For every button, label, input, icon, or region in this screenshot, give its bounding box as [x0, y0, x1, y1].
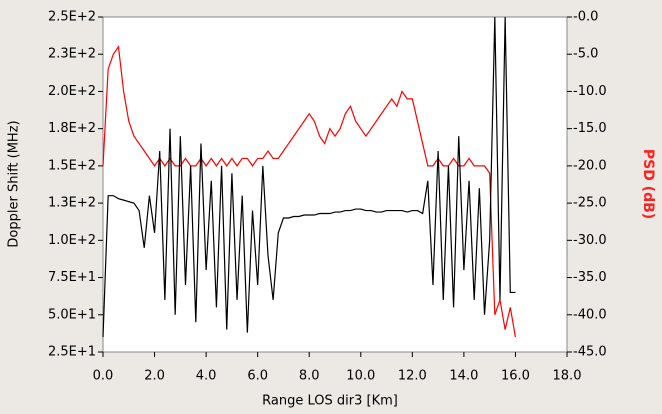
x-tick-label: 4.0 — [196, 369, 217, 384]
y-tick-label: 1.0E+2 — [48, 233, 96, 248]
y-tick-label: 1.5E+2 — [48, 158, 96, 173]
x-tick-label: 16.0 — [501, 369, 530, 384]
y-tick-label: 2.3E+2 — [48, 47, 96, 62]
y2-tick-label: -25.0 — [573, 196, 607, 211]
y2-tick-label: -0.0 — [573, 10, 598, 25]
data-line — [102, 45, 517, 338]
y2-tick-label: -20.0 — [573, 158, 607, 173]
data-line — [102, 16, 516, 338]
x-tick-label: 18.0 — [553, 369, 582, 384]
y-tick-label: 5.0E+1 — [48, 307, 96, 322]
x-tick-label: 0.0 — [93, 369, 114, 384]
y-tick-label: 2.5E+2 — [48, 10, 96, 25]
y2-tick-label: -30.0 — [573, 233, 607, 248]
x-tick-label: 2.0 — [144, 369, 165, 384]
y2-axis-label: PSD (dB) — [640, 149, 656, 219]
y2-tick-label: -35.0 — [573, 270, 607, 285]
y-tick-label: 2.5E+1 — [48, 345, 96, 360]
y2-tick-label: -45.0 — [573, 345, 607, 360]
x-axis-label: Range LOS dir3 [Km] — [262, 394, 398, 409]
y-tick-label: 2.0E+2 — [48, 84, 96, 99]
x-tick-label: 14.0 — [449, 369, 478, 384]
y-axis-label: Doppler Shift (MHz) — [7, 120, 22, 247]
x-tick-label: 12.0 — [398, 369, 427, 384]
y-tick-label: 1.8E+2 — [48, 121, 96, 136]
y2-tick-label: -40.0 — [573, 307, 607, 322]
x-tick-label: 8.0 — [299, 369, 320, 384]
y2-tick-label: -10.0 — [573, 84, 607, 99]
y2-tick-label: -15.0 — [573, 121, 607, 136]
x-tick-label: 6.0 — [247, 369, 268, 384]
x-tick-label: 10.0 — [346, 369, 375, 384]
y-tick-label: 7.5E+1 — [48, 270, 96, 285]
y-tick-label: 1.3E+2 — [48, 196, 96, 211]
y2-tick-label: -5.0 — [573, 47, 598, 62]
